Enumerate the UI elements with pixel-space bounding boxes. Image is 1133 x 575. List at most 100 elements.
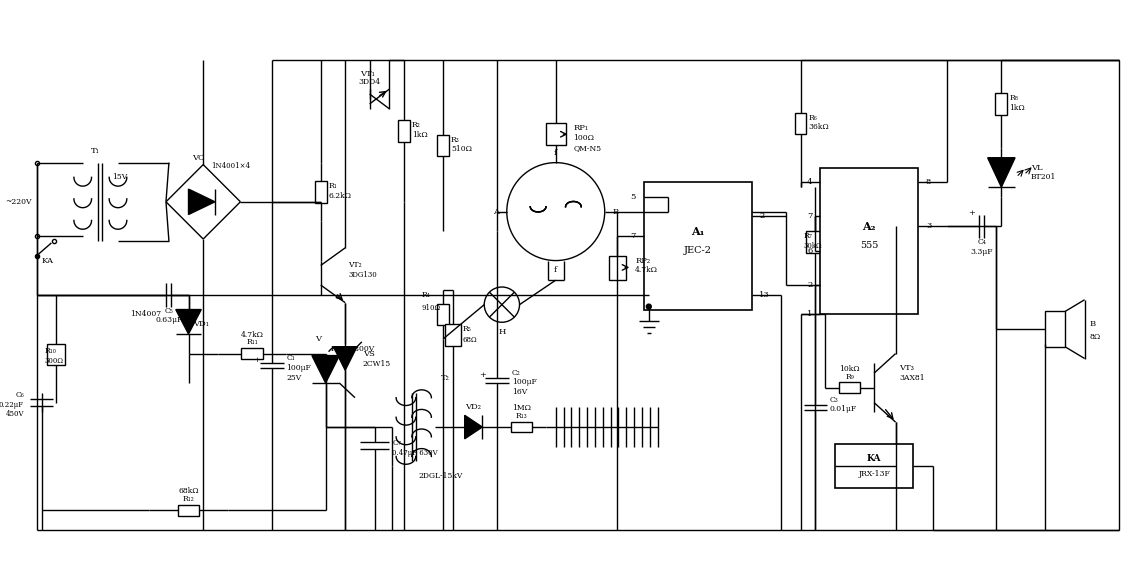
Text: C₅: C₅	[164, 306, 173, 315]
Text: ~220V: ~220V	[6, 198, 32, 206]
Bar	[178, 505, 199, 516]
Text: 4: 4	[807, 178, 812, 186]
Text: 36kΩ: 36kΩ	[809, 124, 829, 131]
Text: VD₂: VD₂	[466, 404, 482, 412]
Text: 2DGL-15kV: 2DGL-15kV	[419, 472, 463, 480]
Text: VT₃: VT₃	[900, 365, 914, 372]
Text: 1: 1	[807, 310, 812, 319]
Text: VC: VC	[193, 154, 204, 162]
Text: 8: 8	[926, 178, 931, 186]
Text: 1MΩ: 1MΩ	[512, 404, 531, 412]
Text: R₁₃: R₁₃	[516, 412, 527, 420]
Polygon shape	[465, 415, 483, 439]
Text: 0.22μF: 0.22μF	[0, 401, 24, 408]
Text: 910Ω: 910Ω	[421, 304, 441, 312]
Text: 1N4001×4: 1N4001×4	[211, 162, 250, 170]
Text: A₁: A₁	[691, 226, 705, 237]
Text: R₄: R₄	[421, 291, 431, 299]
Text: V: V	[315, 335, 321, 343]
Text: RP₁: RP₁	[573, 124, 588, 132]
Text: 1N4007: 1N4007	[130, 310, 161, 319]
Text: 13: 13	[759, 291, 770, 299]
Bar	[996, 93, 1007, 114]
Polygon shape	[188, 189, 215, 214]
Text: 100μF: 100μF	[287, 364, 312, 372]
Text: KA: KA	[42, 256, 53, 264]
Text: 6: 6	[807, 247, 812, 255]
Text: A₂: A₂	[862, 221, 876, 232]
Bar	[794, 113, 807, 134]
Text: T₂: T₂	[441, 374, 450, 382]
Text: 1kΩ: 1kΩ	[1010, 104, 1025, 112]
Text: C₇: C₇	[392, 439, 401, 447]
Text: +: +	[968, 209, 974, 217]
Text: 5: 5	[631, 193, 636, 201]
Text: f: f	[554, 266, 557, 274]
Polygon shape	[333, 347, 357, 370]
Text: C₁: C₁	[287, 354, 296, 362]
Text: QM-N5: QM-N5	[573, 144, 602, 152]
Text: JEC-2: JEC-2	[683, 246, 712, 255]
Bar	[546, 124, 565, 145]
Text: 4.7kΩ: 4.7kΩ	[240, 331, 264, 339]
Bar	[608, 256, 627, 280]
Text: R₇: R₇	[803, 232, 812, 240]
Text: R₆: R₆	[809, 114, 817, 121]
Text: T₁: T₁	[91, 147, 100, 155]
Text: 7: 7	[631, 232, 636, 240]
Text: R₉: R₉	[845, 373, 854, 381]
Bar	[835, 444, 913, 488]
Text: JRX-13F: JRX-13F	[858, 470, 889, 478]
Text: +: +	[254, 356, 261, 365]
Text: 2: 2	[807, 281, 812, 289]
Text: 510Ω: 510Ω	[451, 145, 472, 154]
Text: +: +	[479, 371, 486, 379]
Text: VL: VL	[1031, 163, 1042, 171]
Circle shape	[646, 304, 651, 309]
Text: R₁₀: R₁₀	[44, 347, 57, 355]
Text: C₃: C₃	[830, 396, 838, 404]
Bar	[445, 324, 461, 346]
Text: VD₁: VD₁	[194, 320, 210, 328]
Text: B: B	[613, 208, 619, 216]
Bar	[315, 181, 326, 203]
Text: 1kΩ: 1kΩ	[411, 131, 427, 139]
Text: B: B	[1090, 320, 1096, 328]
Text: 450V: 450V	[6, 411, 24, 419]
Bar	[437, 135, 449, 156]
Text: BT201: BT201	[1031, 173, 1056, 181]
Text: 3.3μF: 3.3μF	[971, 248, 993, 256]
Text: 6.2kΩ: 6.2kΩ	[329, 192, 351, 200]
Text: 2: 2	[759, 213, 765, 220]
Text: 30kΩ: 30kΩ	[803, 242, 823, 250]
Bar	[644, 182, 751, 309]
Text: KS3A/800V: KS3A/800V	[331, 344, 375, 352]
Text: 3DG130: 3DG130	[348, 271, 377, 279]
Text: VT₁: VT₁	[360, 71, 375, 79]
Bar	[241, 348, 263, 359]
Polygon shape	[312, 355, 339, 383]
Text: VS: VS	[363, 350, 375, 358]
Text: 15V: 15V	[112, 173, 127, 181]
Bar	[838, 382, 860, 393]
Text: 7: 7	[807, 213, 812, 220]
Text: 68kΩ: 68kΩ	[178, 487, 198, 495]
Text: C₄: C₄	[978, 238, 986, 246]
Bar	[807, 231, 824, 253]
Text: 16V: 16V	[512, 388, 527, 396]
Bar	[1046, 312, 1065, 347]
Text: 10kΩ: 10kΩ	[840, 365, 860, 373]
Bar	[437, 304, 449, 325]
Text: R₅: R₅	[462, 325, 471, 333]
Text: R₂: R₂	[411, 121, 420, 129]
Text: VT₂: VT₂	[348, 262, 361, 270]
Polygon shape	[176, 309, 202, 334]
Text: 0.47μF 630V: 0.47μF 630V	[392, 448, 437, 457]
Bar	[398, 120, 410, 141]
Text: 0.63μF: 0.63μF	[155, 316, 182, 324]
Text: C₆: C₆	[15, 391, 24, 398]
Text: 555: 555	[860, 242, 878, 250]
Bar	[48, 344, 65, 365]
Text: KA: KA	[867, 454, 881, 463]
Text: 300Ω: 300Ω	[44, 358, 63, 366]
